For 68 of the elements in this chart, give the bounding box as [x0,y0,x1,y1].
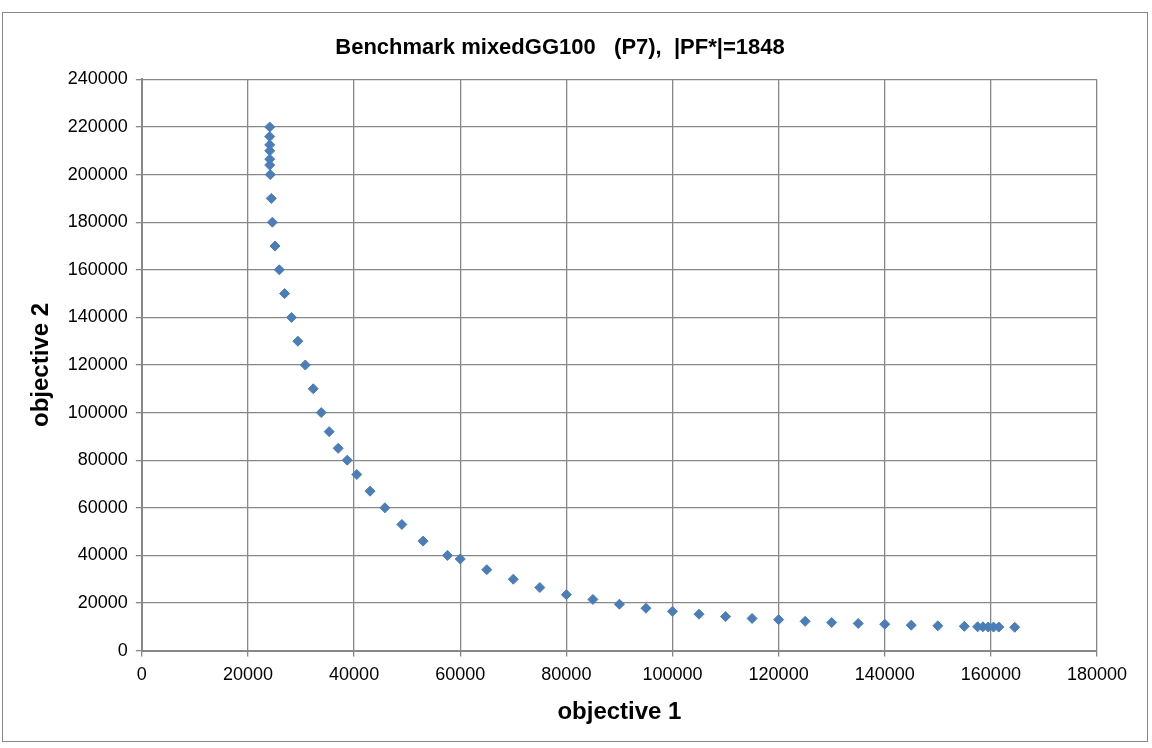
point [720,611,732,623]
point [773,614,785,626]
point [693,608,705,620]
x-tick-label: 100000 [642,664,703,685]
y-tick-label: 220000 [67,115,128,136]
point [442,549,454,561]
point [667,605,678,617]
y-tick-label: 20000 [77,591,128,612]
x-tick-label: 180000 [1066,664,1128,685]
y-tick-label: 60000 [77,496,128,517]
point [905,619,917,631]
x-tick-label: 140000 [854,664,915,685]
point [364,485,376,497]
point [417,535,429,547]
point [826,617,838,629]
x-tick-label: 160000 [960,664,1021,685]
point [264,169,276,181]
y-tick-label: 180000 [67,211,128,232]
point [587,593,599,605]
point [481,564,493,576]
point [299,359,311,371]
y-tick-label: 80000 [77,449,128,470]
point [852,617,864,629]
x-axis-title: objective 1 [557,697,682,725]
point [323,426,335,438]
point [958,620,970,632]
chart-title: Benchmark mixedGG100 (P7), |PF*|=1848 [335,34,785,60]
point [534,582,546,594]
point [341,454,353,466]
x-tick-label: 20000 [222,664,274,685]
x-tick-label: 120000 [748,664,809,685]
point [279,288,291,300]
y-tick-label: 140000 [67,306,128,327]
point [286,311,297,323]
point [307,383,319,395]
y-axis-title: objective 2 [26,302,54,428]
point [265,192,277,204]
point [799,615,811,627]
point [879,618,891,630]
y-tick-label: 240000 [67,68,128,89]
point [266,216,278,228]
x-tick-label: 60000 [435,664,486,685]
point [454,553,466,565]
point [560,589,572,601]
point [332,442,344,454]
point [292,335,304,347]
point [613,598,625,610]
point [746,612,758,624]
point [640,602,652,614]
point [264,121,276,133]
x-tick-label: 80000 [541,664,592,685]
point [396,518,408,530]
x-tick-label: 0 [136,664,147,685]
point [351,468,363,480]
y-tick-label: 40000 [77,544,128,565]
point [315,407,327,419]
point [507,573,519,585]
y-tick-label: 200000 [67,163,128,184]
y-tick-label: 0 [117,639,128,660]
y-tick-label: 120000 [67,353,128,374]
y-tick-label: 160000 [67,258,128,279]
point [1009,621,1021,633]
point [379,502,391,514]
x-tick-label: 40000 [329,664,380,685]
point [269,240,281,252]
point [273,264,285,276]
point [932,620,944,632]
y-tick-label: 100000 [67,401,128,422]
